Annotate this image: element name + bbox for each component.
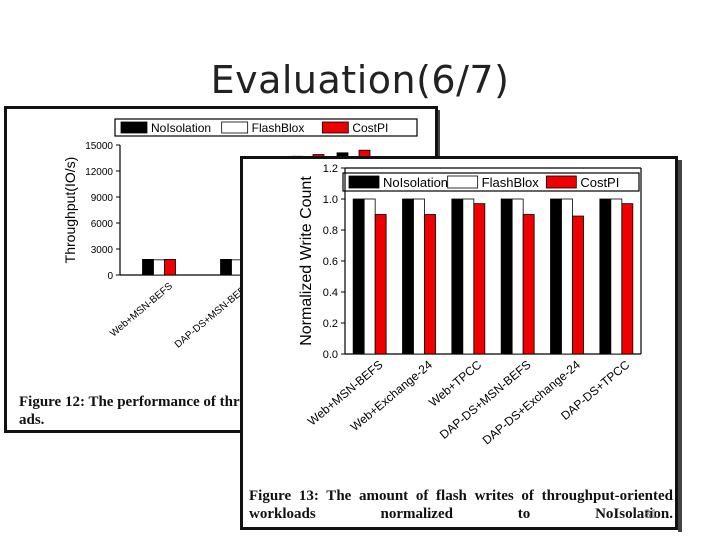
chart13-bar-1-2 [424, 214, 436, 355]
chart13-bar-0-0 [352, 198, 365, 355]
chart13-bar-5-0 [599, 198, 612, 355]
chart13-ytick-label-3: 0.6 [323, 256, 338, 268]
chart13-bar-1-0 [402, 198, 414, 355]
chart13-bar-3-1 [511, 198, 524, 355]
chart12-bar-0-2 [164, 258, 176, 276]
chart13-legend-swatch-1 [447, 175, 479, 189]
figure13-shadow [678, 160, 682, 532]
chart13-legend-swatch-0 [348, 175, 380, 189]
chart12-legend-swatch-1 [221, 121, 249, 134]
figure13-caption-text: Figure 13: The amount of flash writes of… [249, 488, 673, 522]
chart12-ylabel: Throughput(IO/s) [62, 157, 78, 264]
chart13-bar-0-2 [374, 214, 387, 355]
chart12-ytick-label-5: 15000 [85, 141, 113, 152]
chart13-bar-3-0 [500, 198, 513, 355]
chart13-bar-3-2 [522, 214, 535, 355]
chart12-legend-swatch-2 [321, 121, 349, 134]
chart12-ytick-label-1: 3000 [91, 245, 114, 256]
chart13-category-label-4: DAP-DS+Exchange-24 [480, 357, 584, 447]
chart13-ytick-label-6: 1.2 [323, 163, 338, 175]
chart13-bar-2-1 [462, 198, 475, 355]
chart13-ylabel: Normalized Write Count [298, 176, 315, 346]
chart12-legend-label-2: CostPI [352, 121, 388, 135]
chart13-legend-label-2: CostPI [580, 175, 619, 190]
chart13-legend-swatch-2 [545, 175, 577, 189]
chart13-ytick-label-4: 0.8 [323, 225, 338, 237]
chart13-bar-4-2 [572, 215, 584, 355]
chart13-ytick-label-0: 0.0 [323, 349, 338, 361]
chart12-ytick-label-4: 12000 [85, 167, 113, 178]
chart13-ytick-label-5: 1.0 [323, 194, 338, 206]
figure12-caption-line2: ads. [19, 412, 45, 428]
chart13-bar-4-1 [561, 198, 573, 355]
chart13-category-label-1: Web+Exchange-24 [348, 357, 436, 434]
figure13-caption: Figure 13: The amount of flash writes of… [249, 487, 673, 523]
chart13-bar-5-2 [621, 203, 634, 355]
chart13-ytick-label-2: 0.4 [323, 287, 338, 299]
chart12-bar-0-1 [153, 259, 165, 276]
chart12-bar-0-0 [142, 258, 154, 276]
chart13-bar-4-0 [550, 198, 562, 355]
figure13: NoIsolation FlashBlox CostPI 0.0 0.2 0.4 0.6 0.… [240, 156, 678, 530]
chart12-legend-label-0: NoIsolation [151, 121, 211, 135]
figure12-caption-text: Figure 12: The performance of thr [19, 394, 240, 410]
chart13-legend-label-1: FlashBlox [482, 175, 540, 190]
chart13-legend-label-0: NoIsolation [383, 175, 448, 190]
chart12-bar-1-0 [220, 258, 232, 276]
figure12-caption: Figure 12: The performance of thr ads. [19, 393, 435, 429]
chart13-bar-0-1 [363, 198, 376, 355]
chart12-legend-label-1: FlashBlox [252, 121, 305, 135]
chart13-category-label-3: DAP-DS+MSN-BEFS [437, 358, 534, 442]
page-number: 31 [644, 507, 658, 521]
chart12-ytick-label-3: 9000 [91, 193, 114, 204]
chart13-ytick-label-1: 0.2 [323, 318, 338, 330]
write-count-chart: NoIsolation FlashBlox CostPI 0.0 0.2 0.4 0.6 0.… [298, 163, 642, 447]
chart13-bar-1-1 [413, 198, 425, 355]
chart13-bar-5-1 [610, 198, 623, 355]
chart13-bar-2-2 [473, 203, 486, 355]
chart12-legend-swatch-0 [120, 121, 148, 134]
chart13-bar-2-0 [451, 198, 464, 355]
chart12-ytick-label-0: 0 [107, 271, 113, 282]
chart12-ytick-label-2: 6000 [91, 219, 114, 230]
slide-title: Evaluation(6/7) [210, 58, 510, 102]
chart12-category-label-0: Web+MSN-BEFS [108, 281, 175, 340]
